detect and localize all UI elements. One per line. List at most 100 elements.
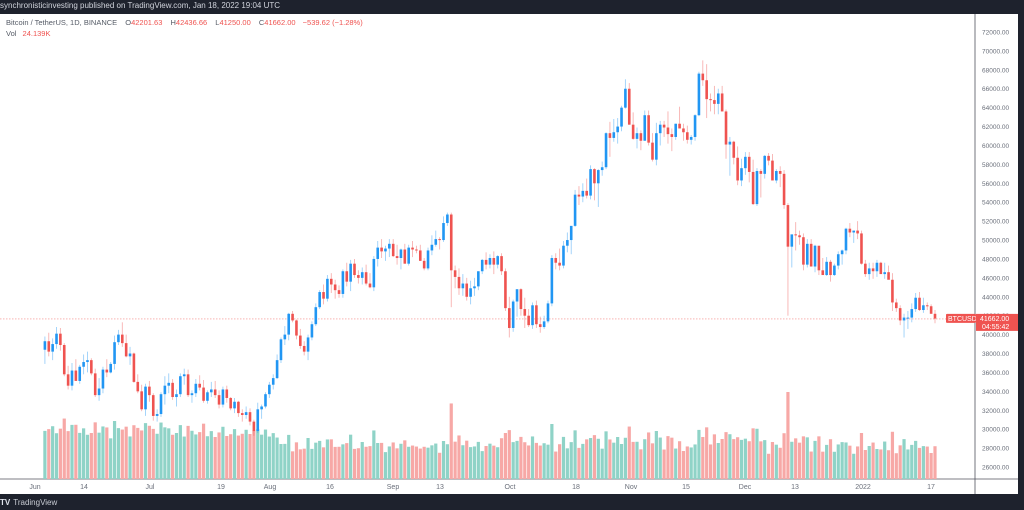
candle-body[interactable]	[167, 382, 171, 386]
candle-body[interactable]	[809, 243, 813, 267]
candle-body[interactable]	[70, 370, 74, 386]
candle-body[interactable]	[817, 245, 821, 271]
candle-body[interactable]	[438, 239, 441, 241]
candle-body[interactable]	[511, 301, 515, 328]
candle-body[interactable]	[113, 342, 116, 364]
candle-body[interactable]	[128, 353, 132, 357]
candle-body[interactable]	[244, 412, 248, 415]
candle-body[interactable]	[852, 230, 856, 233]
candle-body[interactable]	[426, 250, 430, 269]
candle-body[interactable]	[775, 171, 778, 181]
candle-body[interactable]	[871, 268, 875, 272]
candle-body[interactable]	[341, 271, 345, 294]
candle-body[interactable]	[747, 156, 751, 172]
candle-body[interactable]	[318, 292, 321, 308]
candle-body[interactable]	[488, 258, 492, 265]
candle-body[interactable]	[856, 230, 859, 234]
candle-body[interactable]	[101, 369, 105, 389]
candle-body[interactable]	[577, 194, 581, 197]
candle-body[interactable]	[469, 288, 472, 297]
candle-body[interactable]	[651, 142, 654, 160]
candle-body[interactable]	[523, 309, 527, 316]
candle-body[interactable]	[418, 250, 422, 261]
candle-body[interactable]	[399, 249, 403, 259]
candle-body[interactable]	[279, 339, 283, 361]
candle-body[interactable]	[836, 254, 840, 266]
candle-body[interactable]	[833, 265, 836, 276]
candle-body[interactable]	[403, 249, 407, 264]
candle-body[interactable]	[306, 337, 310, 352]
candle-body[interactable]	[151, 395, 155, 416]
candle-body[interactable]	[918, 297, 921, 311]
candle-body[interactable]	[314, 307, 318, 325]
candle-body[interactable]	[376, 247, 380, 259]
candle-body[interactable]	[368, 283, 372, 288]
candle-body[interactable]	[767, 155, 770, 161]
candle-body[interactable]	[771, 160, 774, 181]
candle-body[interactable]	[82, 362, 85, 367]
candle-body[interactable]	[171, 382, 174, 398]
candle-body[interactable]	[291, 313, 294, 321]
candle-body[interactable]	[78, 366, 82, 381]
candle-body[interactable]	[925, 305, 929, 307]
candle-body[interactable]	[434, 239, 438, 245]
candle-body[interactable]	[206, 392, 209, 401]
candle-body[interactable]	[132, 353, 136, 382]
candle-body[interactable]	[914, 297, 917, 310]
candle-body[interactable]	[457, 276, 461, 289]
candle-body[interactable]	[802, 237, 805, 265]
candle-body[interactable]	[627, 88, 631, 125]
candle-body[interactable]	[465, 283, 469, 297]
time-axis[interactable]: Jun 14 Jul 19 Aug 16 Sep 13 Oct 18 Nov 15 Dec 13 2022 1…	[29, 484, 935, 491]
candle-body[interactable]	[891, 279, 894, 303]
candle-body[interactable]	[268, 384, 271, 395]
candle-body[interactable]	[705, 80, 708, 100]
candle-body[interactable]	[484, 259, 488, 265]
candle-body[interactable]	[515, 289, 519, 302]
candle-body[interactable]	[689, 136, 693, 140]
candle-body[interactable]	[415, 249, 418, 251]
candle-body[interactable]	[155, 414, 159, 416]
candle-body[interactable]	[759, 171, 763, 174]
candle-body[interactable]	[709, 99, 712, 101]
candle-body[interactable]	[535, 305, 538, 325]
candle-body[interactable]	[933, 313, 937, 319]
candle-body[interactable]	[597, 170, 600, 184]
candle-body[interactable]	[732, 141, 736, 158]
candle-body[interactable]	[782, 173, 786, 206]
candle-body[interactable]	[148, 386, 151, 396]
candle-body[interactable]	[504, 271, 507, 309]
candle-body[interactable]	[380, 247, 383, 252]
candle-body[interactable]	[569, 225, 573, 241]
candle-body[interactable]	[109, 363, 112, 373]
candle-body[interactable]	[585, 190, 588, 196]
candle-body[interactable]	[198, 383, 201, 388]
candle-body[interactable]	[825, 261, 828, 276]
candle-body[interactable]	[763, 155, 767, 174]
candle-body[interactable]	[898, 308, 902, 321]
candle-body[interactable]	[600, 167, 604, 171]
candle-body[interactable]	[461, 283, 465, 289]
candle-body[interactable]	[693, 115, 697, 137]
candle-body[interactable]	[867, 268, 871, 275]
candle-body[interactable]	[655, 133, 658, 160]
candle-body[interactable]	[910, 309, 914, 318]
candle-body[interactable]	[384, 248, 387, 252]
candle-body[interactable]	[349, 263, 352, 282]
candle-body[interactable]	[875, 262, 879, 272]
candle-body[interactable]	[256, 409, 260, 432]
candle-body[interactable]	[299, 335, 302, 346]
candle-body[interactable]	[519, 289, 523, 310]
candle-body[interactable]	[260, 406, 263, 410]
candle-body[interactable]	[62, 345, 66, 375]
candle-body[interactable]	[678, 123, 681, 129]
candle-body[interactable]	[480, 259, 484, 272]
candle-body[interactable]	[604, 133, 608, 168]
candle-body[interactable]	[666, 127, 670, 135]
candle-body[interactable]	[422, 260, 426, 269]
candle-body[interactable]	[887, 272, 890, 280]
candle-body[interactable]	[496, 256, 499, 265]
candle-body[interactable]	[848, 228, 852, 233]
candle-body[interactable]	[639, 133, 643, 141]
candle-body[interactable]	[736, 157, 739, 181]
